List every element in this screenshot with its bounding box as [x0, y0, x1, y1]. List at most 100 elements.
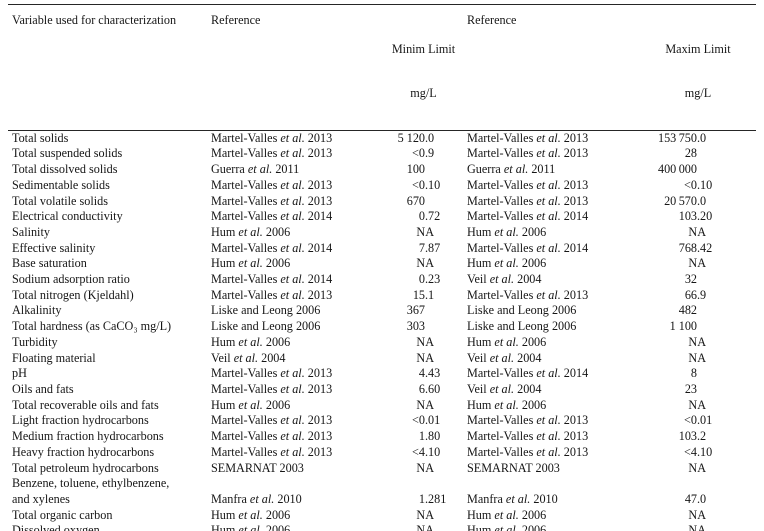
- min-limit-cell-value: 4.43: [385, 366, 447, 382]
- max-limit-cell-value: NA: [649, 508, 734, 524]
- table-row: Oils and fats Martel-Valles et al. 2013 6.…: [8, 382, 756, 398]
- reference-max-cell: Martel-Valles et al. 2013: [467, 413, 589, 428]
- max-limit-cell-value: 8: [640, 366, 725, 382]
- min-limit-cell-value: NA: [394, 508, 456, 524]
- variable-cell: Electrical conductivity: [12, 209, 123, 224]
- min-limit-cell: <0.9: [385, 146, 462, 162]
- min-limit-cell: 303: [385, 319, 462, 335]
- max-limit-cell: 153 750.0: [640, 130, 756, 146]
- int-part: NA: [416, 224, 434, 239]
- int-part: 4: [418, 366, 425, 381]
- frac-part: [434, 225, 456, 241]
- max-limit-cell-value: 47.0: [640, 492, 725, 508]
- frac-part: [434, 461, 456, 477]
- frac-part: .10: [697, 444, 713, 459]
- max-limit-cell-value: NA: [649, 398, 734, 414]
- min-limit-cell-value: 1.281: [385, 492, 447, 508]
- int-part: NA: [416, 523, 434, 531]
- min-limit-cell-value: <0.9: [385, 146, 447, 162]
- int-part: <0: [684, 177, 697, 192]
- int-part: <0: [412, 146, 425, 161]
- reference-min-cell: Hum et al. 2006: [211, 334, 291, 349]
- table-row: Electrical conductivity Martel-Valles et …: [8, 209, 756, 225]
- max-limit-cell-value: 23: [640, 382, 725, 398]
- reference-max-cell: SEMARNAT 2003: [467, 460, 560, 475]
- int-part: 768: [678, 240, 697, 255]
- frac-part: [434, 508, 456, 524]
- frac-part: [434, 256, 456, 272]
- frac-part: [697, 162, 725, 178]
- variable-cell: Base saturation: [12, 256, 87, 271]
- table-row: Total volatile solids Martel-Valles et al…: [8, 194, 756, 210]
- table-body: Total solids Martel-Valles et al. 2013 5 1…: [8, 130, 756, 531]
- frac-part: .42: [697, 240, 713, 255]
- min-limit-cell: 7.87: [385, 241, 462, 257]
- frac-part: .60: [425, 382, 441, 396]
- table-row: Alkalinity Liske and Leong 2006 367 Liske a…: [8, 303, 756, 319]
- min-limit-cell-value: 0.23: [385, 272, 447, 288]
- int-part: NA: [688, 350, 706, 365]
- int-part: NA: [688, 397, 706, 412]
- int-part: 7: [418, 240, 425, 255]
- variable-cell: Total volatile solids: [12, 193, 108, 208]
- table-row: Total suspended solids Martel-Valles et a…: [8, 146, 756, 162]
- int-part: NA: [688, 507, 706, 522]
- table-row: Light fraction hydrocarbons Martel-Valles…: [8, 413, 756, 429]
- max-limit-cell-value: <4.10: [640, 445, 725, 461]
- reference-max-cell: Martel-Valles et al. 2013: [467, 177, 589, 192]
- int-part: 5 120: [397, 130, 425, 145]
- max-limit-cell: 1 100: [640, 319, 756, 335]
- frac-part: [434, 398, 456, 414]
- variable-cell: Effective salinity: [12, 240, 96, 255]
- variable-cell: Dissolved oxygen: [12, 523, 100, 531]
- max-limit-cell: <0.10: [640, 178, 756, 194]
- int-part: <4: [412, 444, 425, 459]
- min-limit-cell-value: 5 120.0: [385, 131, 447, 147]
- frac-part: .0: [425, 130, 435, 145]
- reference-min-cell: Martel-Valles et al. 2013: [211, 366, 333, 381]
- frac-part: [706, 335, 734, 351]
- int-part: 15: [412, 287, 425, 302]
- reference-max-cell: Hum et al. 2006: [467, 397, 547, 412]
- max-limit-cell: <4.10: [640, 445, 756, 461]
- min-limit-cell-value: <0.10: [385, 178, 447, 194]
- int-part: 28: [684, 146, 697, 161]
- max-limit-cell: NA: [640, 398, 756, 414]
- max-limit-cell: 66.9: [640, 288, 756, 304]
- reference-min-cell: Hum et al. 2006: [211, 523, 291, 531]
- max-limit-cell: 47.0: [640, 476, 756, 507]
- frac-part: [697, 303, 725, 319]
- frac-part: [434, 351, 456, 367]
- frac-part: [706, 523, 734, 531]
- reference-min-cell: Martel-Valles et al. 2013: [211, 413, 333, 428]
- table-row: Heavy fraction hydrocarbons Martel-Valles…: [8, 445, 756, 461]
- max-limit-cell: 400 000: [640, 162, 756, 178]
- header-reference-max: Reference: [462, 4, 640, 131]
- reference-max-cell: Hum et al. 2006: [467, 256, 547, 271]
- min-limit-cell-value: 0.72: [385, 209, 447, 225]
- variable-cell: pH: [12, 366, 27, 381]
- variable-cell: Medium fraction hydrocarbons: [12, 429, 164, 444]
- reference-max-cell: Hum et al. 2006: [467, 523, 547, 531]
- min-limit-cell-value: 15.1: [385, 288, 447, 304]
- min-limit-cell: 0.72: [385, 209, 462, 225]
- min-limit-cell: <0.01: [385, 413, 462, 429]
- reference-min-cell: Liske and Leong 2006: [211, 303, 321, 318]
- min-limit-cell-value: 1.80: [385, 429, 447, 445]
- reference-max-cell: Martel-Valles et al. 2014: [467, 366, 589, 381]
- frac-part: .0: [697, 130, 707, 145]
- int-part: 482: [678, 303, 697, 318]
- reference-min-cell: Martel-Valles et al. 2013: [211, 382, 333, 396]
- header-max-limit: Maxim Limit mg/L: [640, 4, 756, 131]
- min-limit-cell-value: <0.01: [385, 413, 447, 429]
- max-limit-cell-value: NA: [649, 225, 734, 241]
- frac-part: .80: [425, 429, 441, 444]
- variable-cell: Total suspended solids: [12, 146, 123, 161]
- reference-min-cell: Martel-Valles et al. 2014: [211, 240, 333, 255]
- int-part: 66: [684, 287, 697, 302]
- max-limit-cell-value: <0.01: [640, 413, 725, 429]
- int-part: NA: [416, 350, 434, 365]
- table-row: Sedimentable solids Martel-Valles et al. …: [8, 178, 756, 194]
- variable-cell: Total nitrogen (Kjeldahl): [12, 287, 134, 302]
- min-limit-cell: 5 120.0: [385, 130, 462, 146]
